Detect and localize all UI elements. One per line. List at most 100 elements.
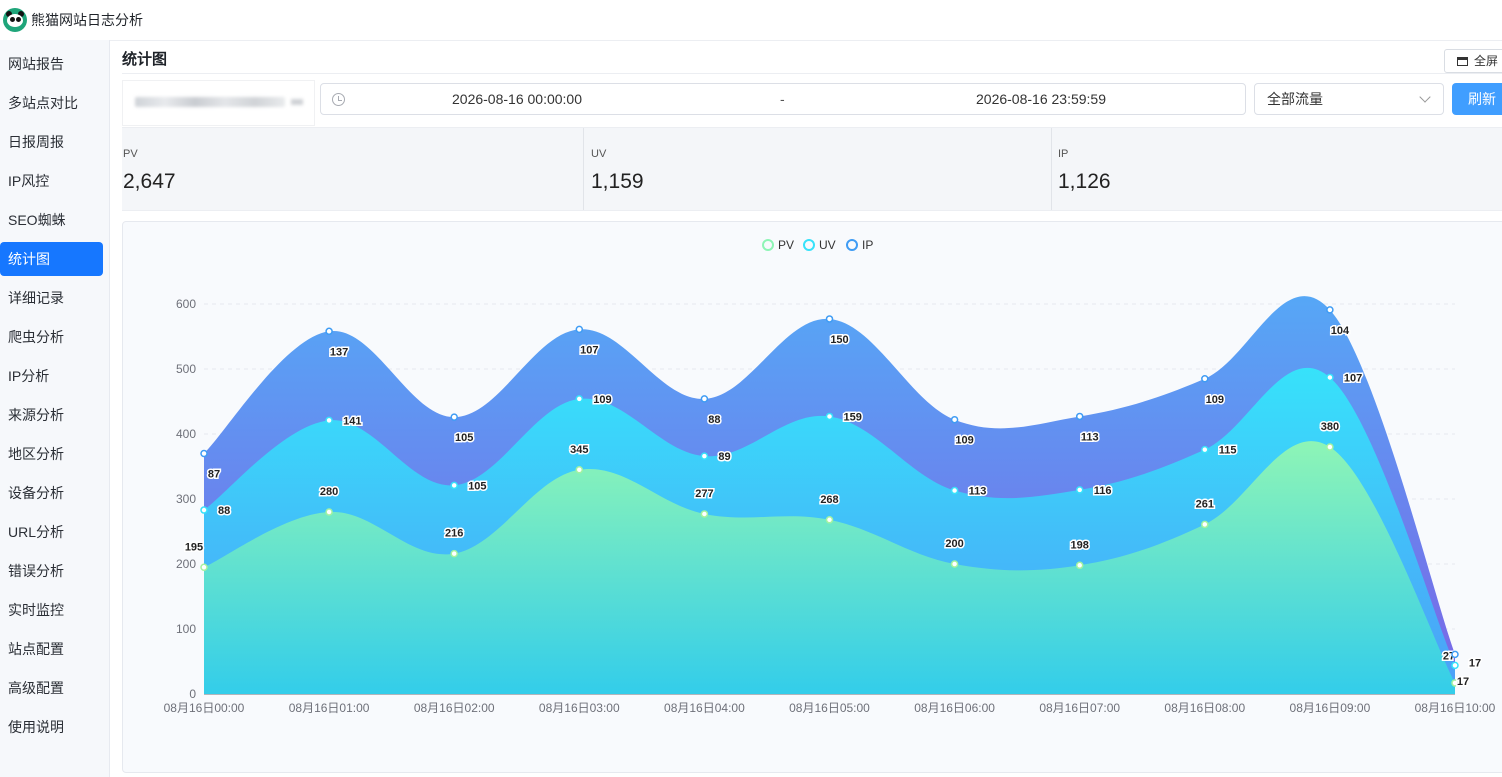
data-point-pv (950, 560, 959, 568)
date-start-input[interactable]: 2026-08-16 00:00:00 (452, 91, 582, 107)
sidebar-item[interactable]: SEO蜘蛛 (8, 212, 66, 228)
clock-icon (332, 93, 345, 106)
data-point-uv (700, 452, 709, 460)
sidebar-item[interactable]: 地区分析 (8, 446, 64, 462)
refresh-button[interactable]: 刷新 (1452, 83, 1502, 115)
data-point-uv (1451, 661, 1459, 670)
sidebar-item[interactable]: 日报周报 (8, 134, 64, 150)
x-tick-label: 08月16日00:00 (164, 701, 245, 715)
stat-pv: PV 2,647 (122, 128, 583, 210)
sidebar-item[interactable]: 设备分析 (8, 485, 64, 501)
blurred-site-name (135, 97, 285, 107)
stat-ip-label: IP (1058, 148, 1069, 160)
sidebar-item[interactable]: IP分析 (8, 368, 50, 384)
legend-label-pv: PV (778, 238, 794, 252)
data-label-pv: 195 (185, 541, 203, 553)
data-label-uv: 109 (593, 394, 611, 406)
fullscreen-label: 全屏 (1474, 54, 1499, 68)
data-label-uv: 105 (468, 480, 486, 492)
fullscreen-button[interactable]: 全屏 (1444, 49, 1502, 73)
title-divider (122, 73, 1502, 74)
data-label-pv: 268 (820, 494, 838, 506)
data-point-uv (575, 395, 584, 403)
date-range-picker[interactable]: 2026-08-16 00:00:00 - 2026-08-16 23:59:5… (320, 83, 1246, 115)
data-point-uv (1075, 486, 1084, 494)
y-tick-label: 400 (176, 427, 196, 441)
sidebar-item[interactable]: 来源分析 (8, 407, 64, 423)
sidebar-item[interactable]: 高级配置 (8, 680, 64, 696)
data-point-pv (575, 466, 584, 474)
x-tick-label: 08月16日09:00 (1290, 701, 1371, 715)
stats-summary: PV 2,647 UV 1,159 IP 1,126 (122, 127, 1502, 211)
sidebar-item[interactable]: 使用说明 (8, 719, 64, 735)
data-label-ip: 109 (1206, 394, 1224, 406)
stat-divider (1051, 128, 1052, 210)
chevron-down-icon (1419, 91, 1431, 103)
sidebar-item[interactable]: 网站报告 (8, 56, 64, 72)
sidebar-item[interactable]: 错误分析 (8, 563, 64, 579)
data-label-pv: 280 (320, 486, 338, 498)
data-point-pv (1326, 443, 1334, 451)
y-tick-label: 200 (176, 557, 196, 571)
x-tick-label: 08月16日05:00 (789, 701, 870, 715)
data-label-ip: 109 (955, 435, 973, 447)
sidebar-item[interactable]: 统计图 (0, 242, 103, 276)
stat-uv-label: UV (591, 148, 607, 160)
sidebar-item[interactable]: IP风控 (8, 173, 50, 189)
data-label-uv: 107 (1344, 372, 1362, 384)
sidebar-item[interactable]: 实时监控 (8, 602, 64, 618)
area-pv (204, 441, 1455, 694)
data-point-ip (825, 315, 834, 323)
data-label-pv: 277 (695, 488, 713, 500)
data-point-ip (450, 413, 458, 421)
data-point-ip (700, 395, 709, 403)
y-tick-label: 600 (176, 297, 196, 311)
blurred-site-arrow (291, 99, 303, 105)
data-label-uv: 88 (218, 505, 230, 517)
stat-uv-value: 1,159 (591, 170, 644, 193)
x-tick-label: 08月16日03:00 (539, 701, 620, 715)
y-tick-label: 100 (176, 622, 196, 636)
traffic-type-select[interactable]: 全部流量 (1254, 83, 1444, 115)
stat-ip: IP 1,126 (1052, 128, 1502, 210)
x-tick-label: 08月16日10:00 (1415, 701, 1496, 715)
stat-divider (583, 128, 584, 210)
data-label-pv: 200 (945, 538, 963, 550)
data-point-pv (1451, 679, 1459, 687)
date-separator: - (780, 91, 785, 107)
data-label-uv: 89 (718, 451, 730, 463)
legend-marker-pv (762, 239, 774, 251)
stat-pv-value: 2,647 (123, 170, 176, 193)
x-tick-label: 08月16日04:00 (664, 701, 745, 715)
sidebar-item[interactable]: 爬虫分析 (8, 329, 64, 345)
window-icon (1457, 57, 1468, 66)
data-label-pv: 198 (1071, 539, 1089, 551)
date-end-input[interactable]: 2026-08-16 23:59:59 (976, 91, 1106, 107)
x-tick-label: 08月16日08:00 (1164, 701, 1245, 715)
sidebar-item[interactable]: 多站点对比 (8, 95, 78, 111)
data-point-pv (1075, 561, 1084, 570)
data-label-uv: 113 (969, 486, 987, 498)
data-point-pv (825, 516, 834, 524)
data-label-pv: 345 (570, 444, 588, 456)
data-label-ip: 150 (830, 334, 848, 346)
sidebar-item[interactable]: 详细记录 (8, 290, 64, 306)
top-bar: 熊猫网站日志分析 (0, 0, 1502, 41)
data-point-ip (575, 325, 584, 334)
data-label-ip: 104 (1331, 325, 1350, 337)
x-tick-label: 08月16日07:00 (1039, 701, 1120, 715)
data-label-uv: 115 (1219, 445, 1237, 457)
x-tick-label: 08月16日01:00 (289, 701, 370, 715)
y-tick-label: 0 (189, 687, 196, 701)
data-label-uv: 159 (844, 411, 862, 423)
site-selector[interactable] (122, 80, 315, 126)
data-point-pv (325, 508, 333, 516)
data-point-ip (1326, 306, 1334, 314)
legend-marker-uv (803, 239, 815, 251)
sidebar-item[interactable]: URL分析 (8, 524, 65, 540)
sidebar-item[interactable]: 站点配置 (8, 641, 64, 657)
data-label-pv: 216 (445, 528, 463, 540)
data-point-uv (200, 506, 208, 514)
data-point-uv (325, 416, 333, 425)
traffic-select-value: 全部流量 (1267, 91, 1323, 107)
